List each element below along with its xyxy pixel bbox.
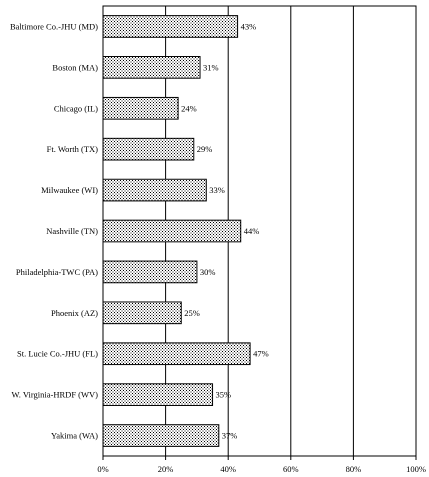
bar [102,56,201,79]
value-label: 43% [241,21,257,31]
bar [102,301,182,325]
value-label: 33% [209,185,225,195]
category-label: Milwaukee (WI) [41,185,98,195]
category-label: Baltimore Co.-JHU (MD) [10,21,98,31]
bar [102,15,239,38]
value-label: 47% [253,349,269,359]
x-tick-label: 0% [97,464,108,474]
bars [102,15,251,447]
value-label: 35% [216,390,232,400]
bar [102,424,220,447]
category-label: Ft. Worth (TX) [47,144,99,154]
value-label: 29% [197,144,213,154]
category-label: Nashville (TN) [46,226,98,236]
bar [102,342,251,366]
x-tick-label: 80% [346,464,362,474]
value-label: 44% [244,226,260,236]
category-label: Boston (MA) [52,62,98,72]
category-label: W. Virginia-HRDF (WV) [12,390,99,400]
bar [102,137,195,161]
value-label: 30% [200,267,216,277]
x-tick-label: 40% [220,464,236,474]
bar [102,260,198,284]
category-label: Philadelphia-TWC (PA) [16,267,98,277]
value-label: 37% [222,431,238,441]
bar [102,383,214,406]
value-label: 25% [184,308,200,318]
plot-frame [102,5,417,457]
x-tick-label: 60% [283,464,299,474]
value-label: 24% [181,103,197,113]
bar [102,96,179,120]
labels: 0% 20% 40% 60% 80% 100% Baltimore Co.-JHU (MD)… [10,21,426,474]
x-tick-label: 100% [406,464,426,474]
category-label: Chicago (IL) [54,103,98,113]
category-label: Yakima (WA) [51,431,98,441]
category-label: Phoenix (AZ) [51,308,98,318]
category-label: St. Lucie Co.-JHU (FL) [17,349,98,359]
x-tick-label: 20% [158,464,174,474]
value-label: 31% [203,62,219,72]
bar [102,178,207,202]
bar [102,219,242,243]
